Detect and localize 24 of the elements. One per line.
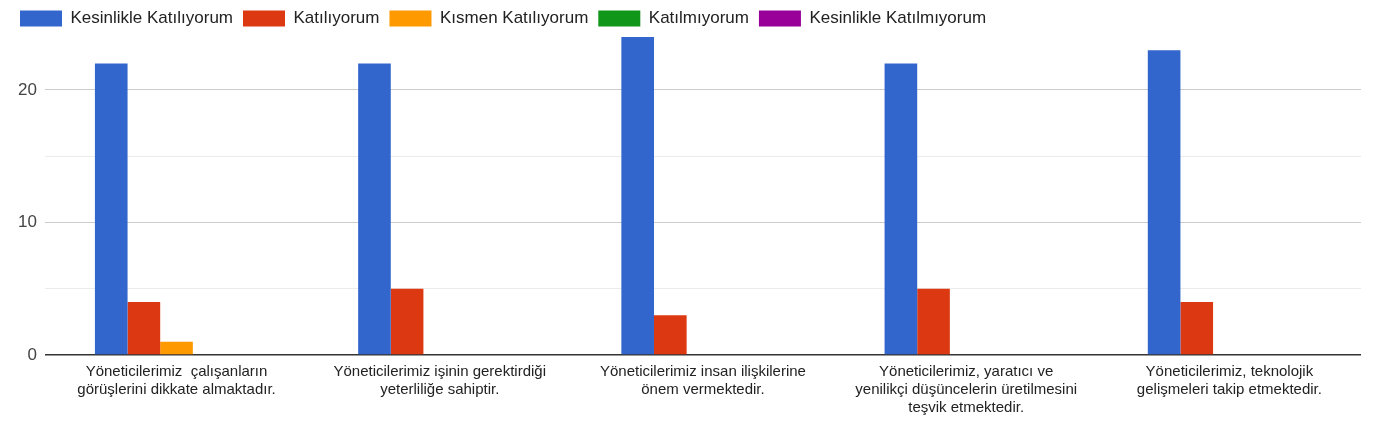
legend-label: Katılıyorum	[293, 8, 380, 28]
bar	[160, 341, 193, 355]
bar	[358, 63, 391, 355]
bar	[94, 63, 128, 355]
y-tick-label: 20	[17, 79, 37, 99]
bar	[127, 302, 161, 355]
legend-label: Katılmıyorum	[648, 8, 749, 28]
bar	[1147, 50, 1181, 355]
x-tick-label: Yöneticilerimiz çalışanların görüşlerini dikkate almaktadır.	[77, 362, 276, 398]
bar	[390, 288, 424, 355]
bar	[621, 37, 654, 355]
legend-label: Kesinlikle Katılmıyorum	[809, 8, 987, 28]
bar	[917, 288, 950, 355]
x-tick-label: Yöneticilerimiz insan ilişkilerine önem vermektedir.	[600, 362, 806, 398]
legend-label: Kesinlikle Katılıyorum	[70, 8, 234, 28]
bar	[1180, 302, 1214, 355]
legend-label: Kısmen Katılıyorum	[439, 8, 589, 28]
bar	[884, 63, 918, 355]
x-tick-label: Yöneticilerimiz işinin gerektirdiği yeterliliğe sahiptir.	[333, 362, 547, 398]
y-tick-label: 10	[17, 212, 37, 232]
x-tick-label: Yöneticilerimiz, teknolojik gelişmeleri takip etmektedir.	[1136, 362, 1322, 398]
y-tick-label: 0	[27, 344, 37, 364]
x-tick-label: Yöneticilerimiz, yaratıcı ve yenilikçi düşüncelerin üretilmesini teşvik etmektedir.	[855, 362, 1078, 416]
bar	[654, 315, 687, 355]
